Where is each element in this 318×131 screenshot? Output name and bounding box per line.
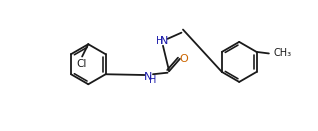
Text: N: N [160, 36, 169, 46]
Text: H: H [156, 36, 163, 46]
Text: Cl: Cl [76, 59, 86, 69]
Text: O: O [179, 54, 188, 64]
Text: N: N [144, 72, 153, 82]
Text: CH₃: CH₃ [273, 48, 292, 58]
Text: H: H [149, 75, 156, 85]
